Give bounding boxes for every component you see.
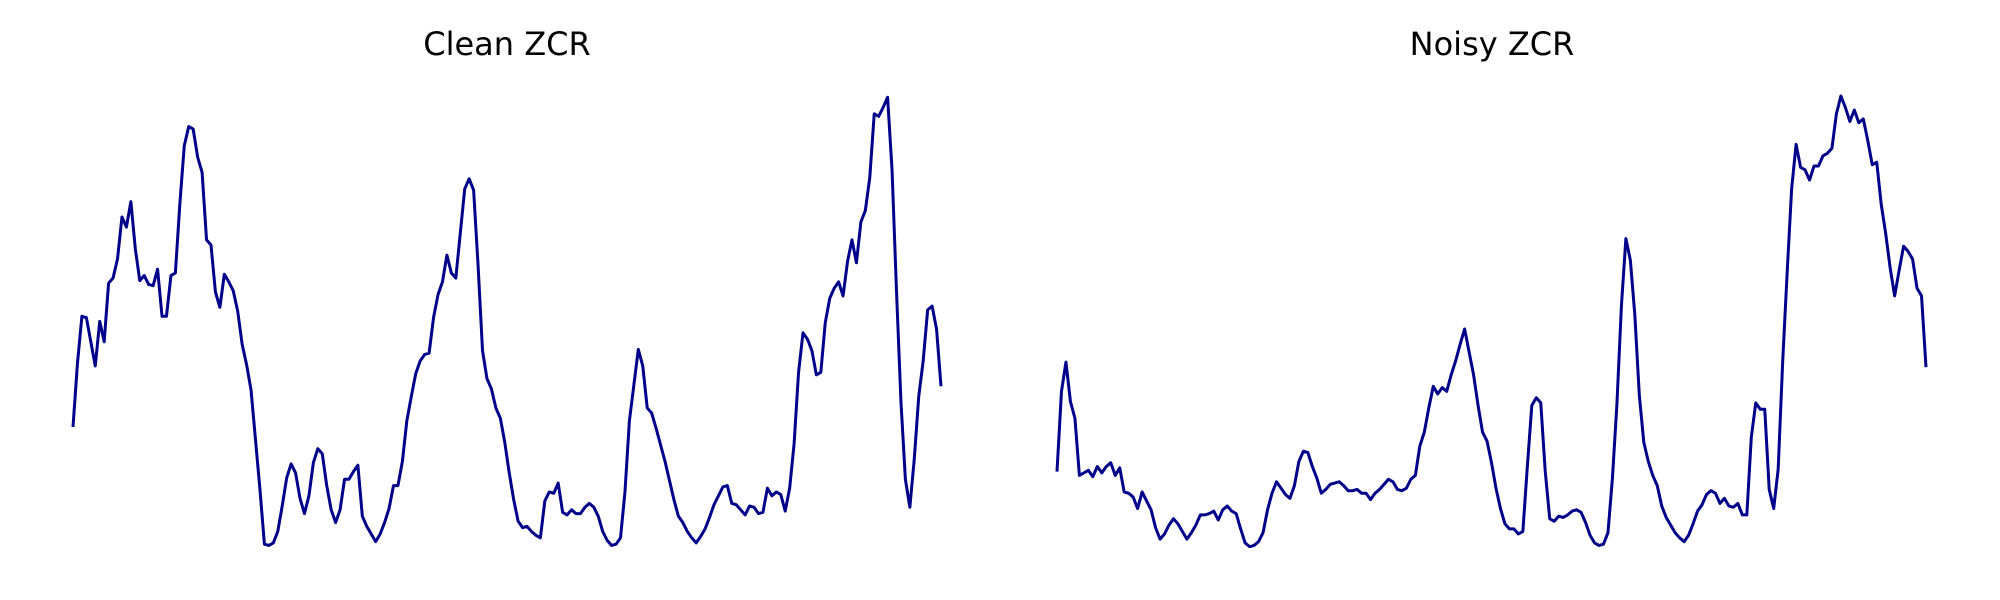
chart-title: Clean ZCR (423, 25, 590, 63)
chart-title: Noisy ZCR (1410, 25, 1575, 63)
zcr-line (1055, 94, 1928, 549)
zcr-line (71, 95, 943, 547)
